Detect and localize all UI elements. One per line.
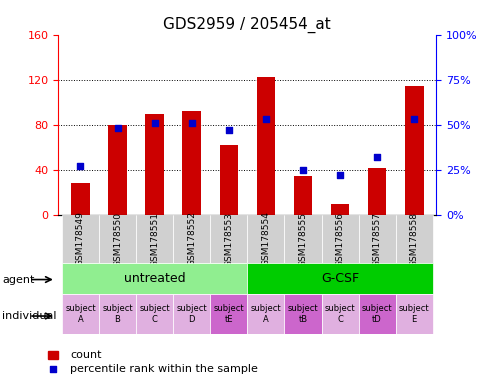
Bar: [367, 168, 386, 215]
Text: individual: individual: [2, 311, 57, 321]
Text: GSM178551: GSM178551: [150, 212, 159, 266]
Bar: [219, 145, 238, 215]
Bar: [358, 215, 395, 263]
Text: untreated: untreated: [123, 272, 185, 285]
Bar: [256, 78, 274, 215]
Bar: [136, 215, 173, 263]
Text: G-CSF: G-CSF: [320, 272, 358, 285]
Bar: [136, 294, 173, 334]
Bar: [145, 114, 164, 215]
Text: subject
tE: subject tE: [213, 304, 243, 324]
Bar: [71, 184, 90, 215]
Text: GSM178558: GSM178558: [409, 212, 418, 266]
Text: subject
tD: subject tD: [361, 304, 392, 324]
Point: [151, 120, 158, 126]
Text: GSM178549: GSM178549: [76, 212, 85, 266]
Bar: [247, 294, 284, 334]
Text: subject
A: subject A: [65, 304, 95, 324]
Bar: [99, 215, 136, 263]
Point: [113, 125, 121, 131]
Bar: [173, 294, 210, 334]
Bar: [395, 215, 432, 263]
Bar: [358, 294, 395, 334]
Bar: [47, 351, 58, 359]
Bar: [99, 294, 136, 334]
Text: subject
B: subject B: [102, 304, 133, 324]
Bar: [210, 294, 247, 334]
Bar: [108, 125, 126, 215]
Point: [299, 167, 306, 173]
Bar: [62, 263, 247, 294]
Bar: [182, 111, 200, 215]
Bar: [404, 86, 423, 215]
Text: subject
tB: subject tB: [287, 304, 318, 324]
Text: GSM178552: GSM178552: [187, 212, 196, 266]
Text: count: count: [70, 350, 102, 360]
Bar: [293, 175, 312, 215]
Bar: [395, 294, 432, 334]
Bar: [247, 215, 284, 263]
Text: agent: agent: [2, 275, 35, 285]
Text: GSM178554: GSM178554: [261, 212, 270, 266]
Point: [187, 120, 195, 126]
Bar: [321, 294, 358, 334]
Bar: [321, 215, 358, 263]
Point: [373, 154, 380, 161]
Text: subject
A: subject A: [250, 304, 281, 324]
Bar: [62, 294, 99, 334]
Text: subject
C: subject C: [139, 304, 169, 324]
Point: [225, 127, 232, 133]
Text: subject
C: subject C: [324, 304, 355, 324]
Text: percentile rank within the sample: percentile rank within the sample: [70, 364, 257, 374]
Text: GSM178557: GSM178557: [372, 212, 381, 266]
Point: [49, 366, 57, 372]
Point: [335, 172, 343, 179]
Bar: [330, 204, 348, 215]
Bar: [62, 215, 99, 263]
Point: [261, 116, 269, 122]
Title: GDS2959 / 205454_at: GDS2959 / 205454_at: [163, 17, 331, 33]
Text: GSM178553: GSM178553: [224, 212, 233, 266]
Text: GSM178555: GSM178555: [298, 212, 307, 266]
Bar: [247, 263, 432, 294]
Text: GSM178556: GSM178556: [335, 212, 344, 266]
Text: GSM178550: GSM178550: [113, 212, 122, 266]
Bar: [173, 215, 210, 263]
Bar: [284, 294, 321, 334]
Bar: [210, 215, 247, 263]
Point: [76, 163, 84, 169]
Text: subject
D: subject D: [176, 304, 207, 324]
Point: [409, 116, 417, 122]
Text: subject
E: subject E: [398, 304, 429, 324]
Bar: [284, 215, 321, 263]
